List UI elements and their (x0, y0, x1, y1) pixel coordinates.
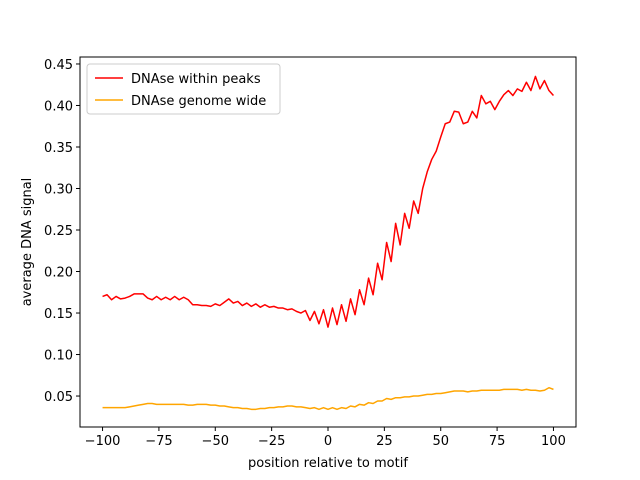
x-tick-label: 50 (432, 434, 449, 449)
x-tick-label: −50 (202, 434, 229, 449)
x-axis-label: position relative to motif (248, 456, 408, 471)
data-line (102, 75, 555, 328)
y-tick-label: 0.35 (44, 141, 73, 156)
y-tick-label: 0.20 (44, 266, 73, 281)
x-tick-label: 25 (376, 434, 393, 449)
legend-box (86, 63, 281, 115)
legend-label: DNAse genome wide (131, 94, 266, 109)
y-tick-label: 0.15 (44, 307, 73, 322)
y-tick-label: 0.40 (44, 99, 73, 114)
x-tick-label: 100 (541, 434, 566, 449)
x-tick-label: −25 (258, 434, 285, 449)
x-tick-label: −75 (145, 434, 172, 449)
y-tick-label: 0.25 (44, 224, 73, 239)
x-tick-label: 75 (489, 434, 506, 449)
y-tick-label: 0.45 (44, 58, 73, 73)
legend-label: DNAse within peaks (131, 72, 261, 87)
data-line (102, 386, 554, 411)
y-tick-label: 0.05 (44, 390, 73, 405)
x-tick-label: −100 (85, 434, 121, 449)
y-axis-label: average DNA signal (20, 178, 35, 307)
plot-frame (79, 56, 577, 428)
y-tick-label: 0.10 (44, 349, 73, 364)
x-tick-label: 0 (324, 434, 332, 449)
y-tick-label: 0.30 (44, 182, 73, 197)
